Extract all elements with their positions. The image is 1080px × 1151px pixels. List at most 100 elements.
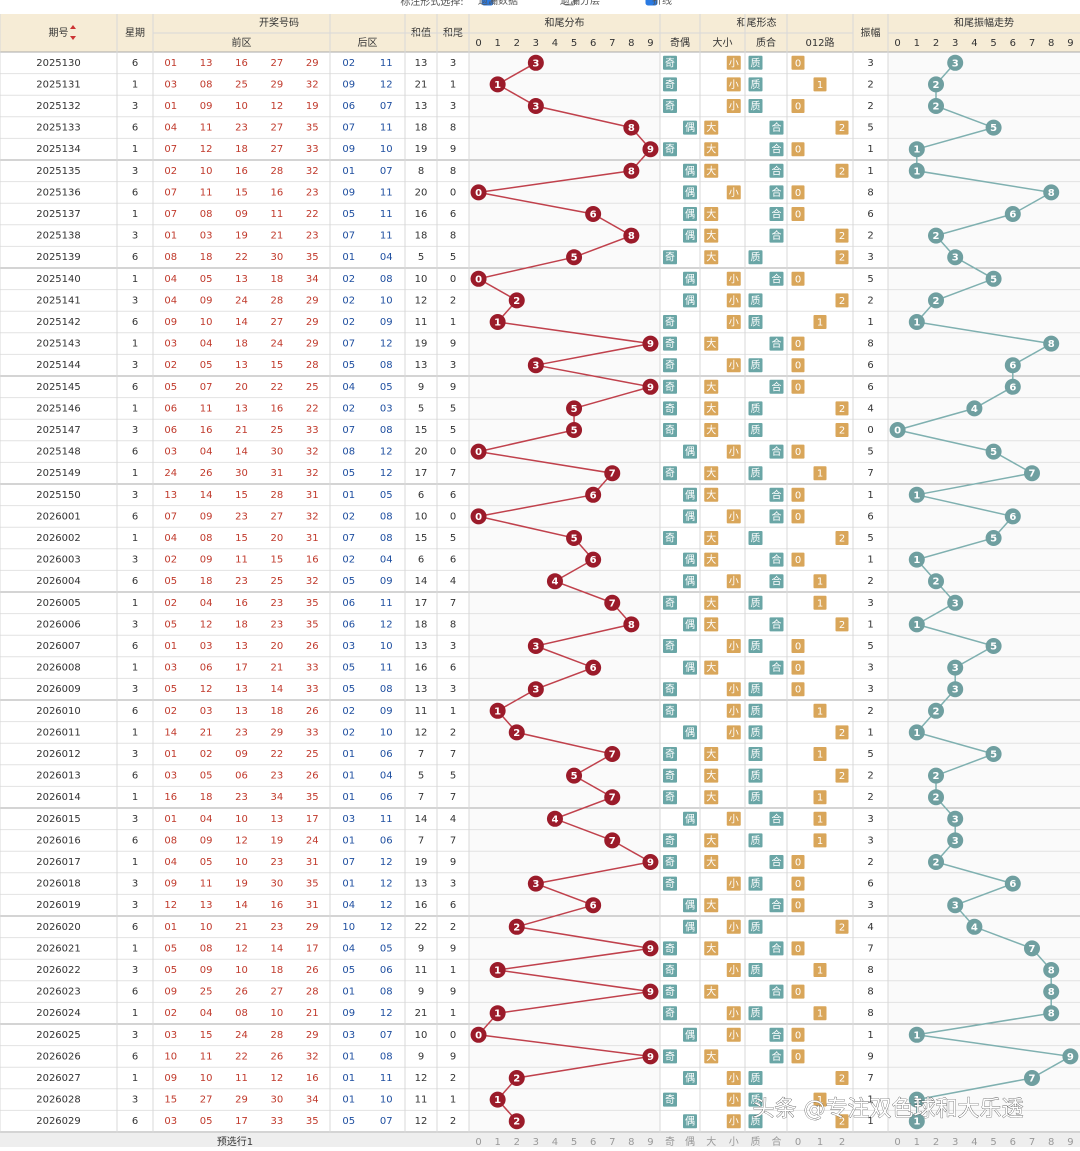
- front-number: 26: [271, 1051, 284, 1062]
- tail: 9: [450, 857, 456, 868]
- sum: 20: [415, 447, 428, 458]
- size-box: [726, 703, 741, 718]
- prime-box: [748, 401, 763, 416]
- tail-ball-label: 1: [494, 318, 501, 329]
- front-number: 25: [306, 749, 319, 760]
- prime-box: [769, 163, 784, 178]
- back-number: 07: [380, 1116, 393, 1127]
- route-box: [791, 660, 805, 675]
- route: 2: [839, 166, 845, 177]
- front-number: 20: [271, 641, 284, 652]
- route: 1: [817, 80, 823, 91]
- parity-box: [683, 811, 697, 826]
- route-box: [791, 682, 805, 697]
- parity: 奇: [665, 877, 675, 890]
- size: 小: [729, 878, 739, 890]
- front-number: 12: [271, 1073, 284, 1084]
- tail: 3: [450, 879, 456, 890]
- back-number: 06: [342, 101, 355, 112]
- tail-ball: [642, 983, 659, 1000]
- parity: 偶: [685, 1115, 695, 1128]
- amp-ball-label: 2: [933, 793, 940, 804]
- parity: 偶: [685, 488, 695, 501]
- amp: 5: [867, 749, 873, 760]
- size: 小: [729, 446, 739, 458]
- front-number: 10: [235, 857, 248, 868]
- front-number: 27: [271, 987, 284, 998]
- parity: 奇: [665, 769, 675, 782]
- back-number: 02: [342, 727, 355, 738]
- size: 小: [729, 360, 739, 372]
- amp-ball-label: 1: [913, 318, 920, 329]
- weekday: 3: [132, 231, 138, 242]
- tail: 2: [450, 727, 456, 738]
- prime-box: [748, 919, 763, 934]
- weekday: 1: [132, 598, 138, 609]
- sum: 13: [415, 879, 428, 890]
- weekday: 3: [132, 749, 138, 760]
- front-number: 08: [164, 252, 177, 263]
- tail-ball-label: 7: [609, 469, 616, 480]
- tail-ball-label: 9: [647, 858, 654, 869]
- parity: 奇: [665, 380, 675, 393]
- prime: 合: [772, 575, 782, 588]
- amp: 3: [867, 58, 873, 69]
- amp-ball: [928, 227, 944, 244]
- front-number: 04: [200, 598, 213, 609]
- front-number: 04: [164, 295, 177, 306]
- prime: 合: [772, 856, 782, 869]
- front-number: 03: [200, 231, 213, 242]
- size-box: [726, 1114, 741, 1129]
- weekday: 6: [132, 58, 138, 69]
- back-number: 03: [342, 814, 355, 825]
- prime-box: [769, 941, 784, 956]
- front-number: 17: [306, 943, 319, 954]
- footer-digit: 6: [1010, 1137, 1016, 1147]
- parity: 奇: [665, 1007, 675, 1020]
- sum: 16: [415, 663, 428, 674]
- size-box: [726, 99, 741, 113]
- tail-ball: [566, 249, 583, 266]
- amp-ball: [947, 810, 964, 827]
- tail-ball-label: 7: [609, 750, 616, 761]
- front-number: 20: [271, 533, 284, 544]
- route-box: [835, 1071, 849, 1085]
- prime-box: [748, 358, 763, 373]
- amp-ball-label: 6: [1009, 512, 1016, 523]
- size-box: [704, 768, 719, 783]
- prime: 质: [751, 921, 761, 933]
- amp-ball-label: 1: [913, 490, 920, 501]
- footer-digit: 2: [514, 1137, 520, 1147]
- front-number: 14: [200, 490, 213, 501]
- front-number: 17: [235, 1116, 248, 1127]
- size: 小: [729, 576, 739, 588]
- back-number: 07: [342, 533, 355, 544]
- front-number: 14: [235, 900, 248, 911]
- amp: 2: [867, 792, 873, 803]
- tail-ball-label: 3: [532, 58, 539, 69]
- issue: 2026016: [36, 835, 81, 846]
- weekday: 1: [132, 663, 138, 674]
- front-number: 29: [306, 922, 319, 933]
- parity-box: [663, 855, 677, 869]
- tail-ball-label: 1: [494, 1095, 501, 1106]
- tail: 5: [450, 771, 456, 782]
- size: 小: [729, 1073, 739, 1085]
- sum: 13: [415, 101, 428, 112]
- issue: 2025130: [36, 58, 81, 69]
- back-number: 12: [380, 879, 393, 890]
- tail-ball-label: 7: [609, 598, 616, 609]
- prime: 质: [751, 1073, 761, 1085]
- back-number: 06: [342, 619, 355, 630]
- tail-ball: [642, 141, 659, 158]
- route: 1: [817, 577, 823, 588]
- amp-ball-label: 5: [990, 534, 997, 545]
- back-number: 08: [380, 533, 393, 544]
- weekday: 3: [132, 814, 138, 825]
- parity-box: [663, 336, 677, 351]
- tail-ball: [470, 270, 487, 287]
- size: 大: [706, 942, 716, 955]
- front-number: 03: [164, 339, 177, 350]
- tail: 2: [450, 295, 456, 306]
- front-number: 17: [235, 663, 248, 674]
